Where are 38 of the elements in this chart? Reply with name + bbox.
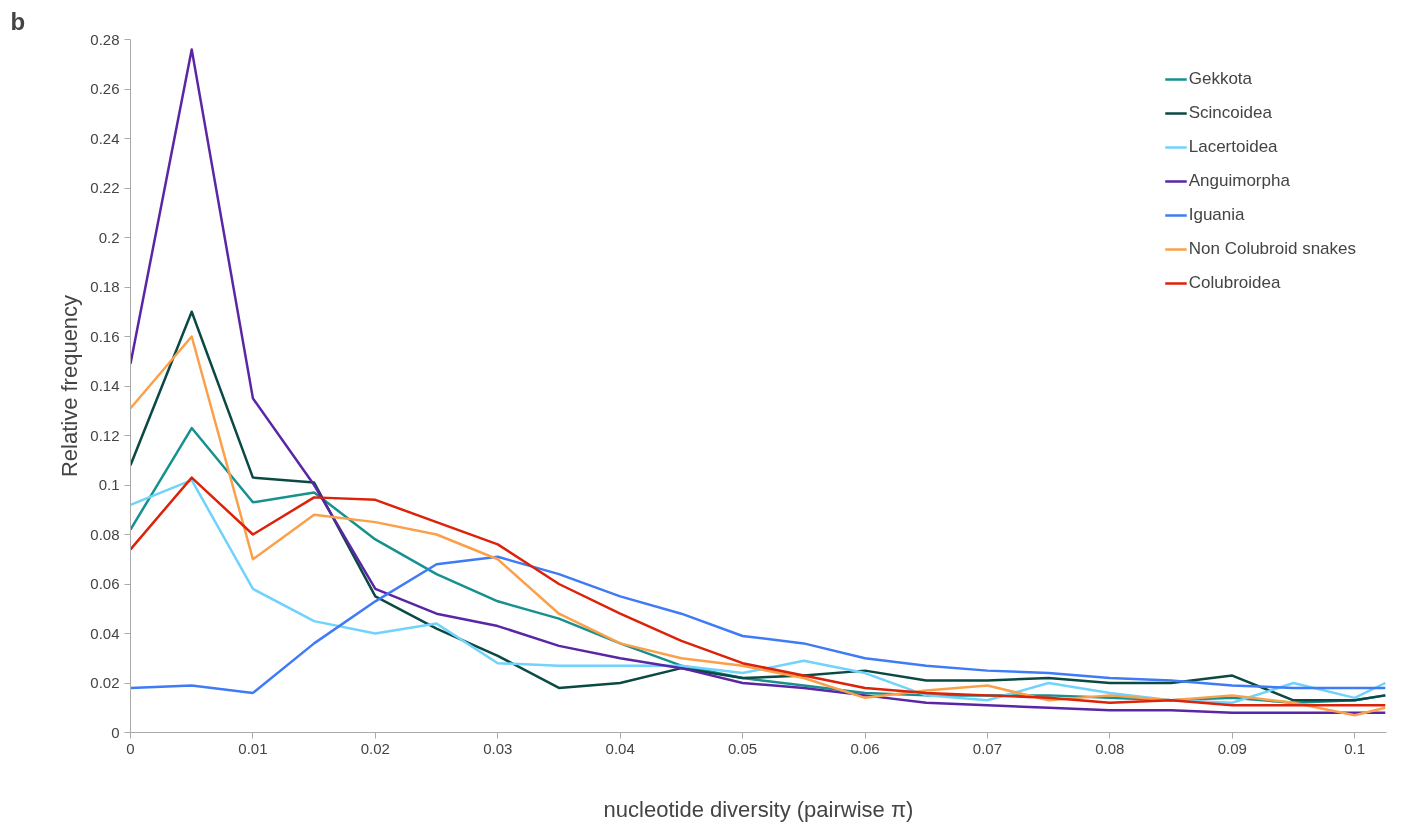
legend-label: Colubroidea [1188, 273, 1281, 293]
y-tick-label: 0 [111, 723, 120, 741]
y-tick-label: 0.1 [98, 476, 120, 493]
x-tick-label: 0.03 [483, 739, 513, 757]
y-tick-label: 0.18 [90, 278, 120, 295]
x-tick-label: 0.01 [238, 739, 268, 757]
x-tick-label: 0 [126, 739, 135, 757]
legend-label: Lacertoidea [1188, 137, 1278, 157]
y-tick-label: 0.22 [90, 179, 120, 196]
y-tick-label: 0.26 [90, 80, 120, 97]
y-tick-label: 0.08 [90, 525, 120, 543]
y-tick-label: 0.14 [90, 377, 120, 394]
y-tick-label: 0.04 [90, 624, 120, 642]
y-tick-label: 0.06 [90, 575, 120, 592]
y-tick-label: 0.12 [90, 426, 120, 444]
y-tick-label: 0.28 [90, 30, 120, 48]
y-tick-label: 0.2 [98, 228, 120, 246]
legend-label: Iguania [1188, 205, 1245, 225]
x-tick-label: 0.02 [360, 739, 390, 757]
y-tick-label: 0.02 [90, 674, 120, 691]
x-tick-label: 0.09 [1217, 739, 1247, 757]
x-tick-label: 0.08 [1095, 739, 1125, 757]
x-tick-label: 0.06 [850, 739, 880, 757]
legend-label: Non Colubroid snakes [1188, 239, 1356, 259]
y-tick-label: 0.24 [90, 129, 120, 147]
x-tick-label: 0.05 [727, 739, 758, 757]
y-axis-title: Relative frequency [57, 294, 83, 478]
x-tick-label: 0.1 [1344, 739, 1366, 757]
x-axis-title: nucleotide diversity (pairwise π) [603, 796, 914, 822]
y-tick-label: 0.16 [90, 327, 120, 345]
legend-label: Gekkota [1188, 69, 1253, 89]
line-series [130, 555, 1387, 695]
x-tick-label: 0.07 [972, 739, 1003, 757]
legend-label: Scincoidea [1188, 103, 1272, 123]
legend-label: Anguimorpha [1188, 171, 1290, 191]
text: b [10, 7, 26, 35]
x-tick-label: 0.04 [605, 739, 635, 757]
line-series [130, 48, 1387, 714]
